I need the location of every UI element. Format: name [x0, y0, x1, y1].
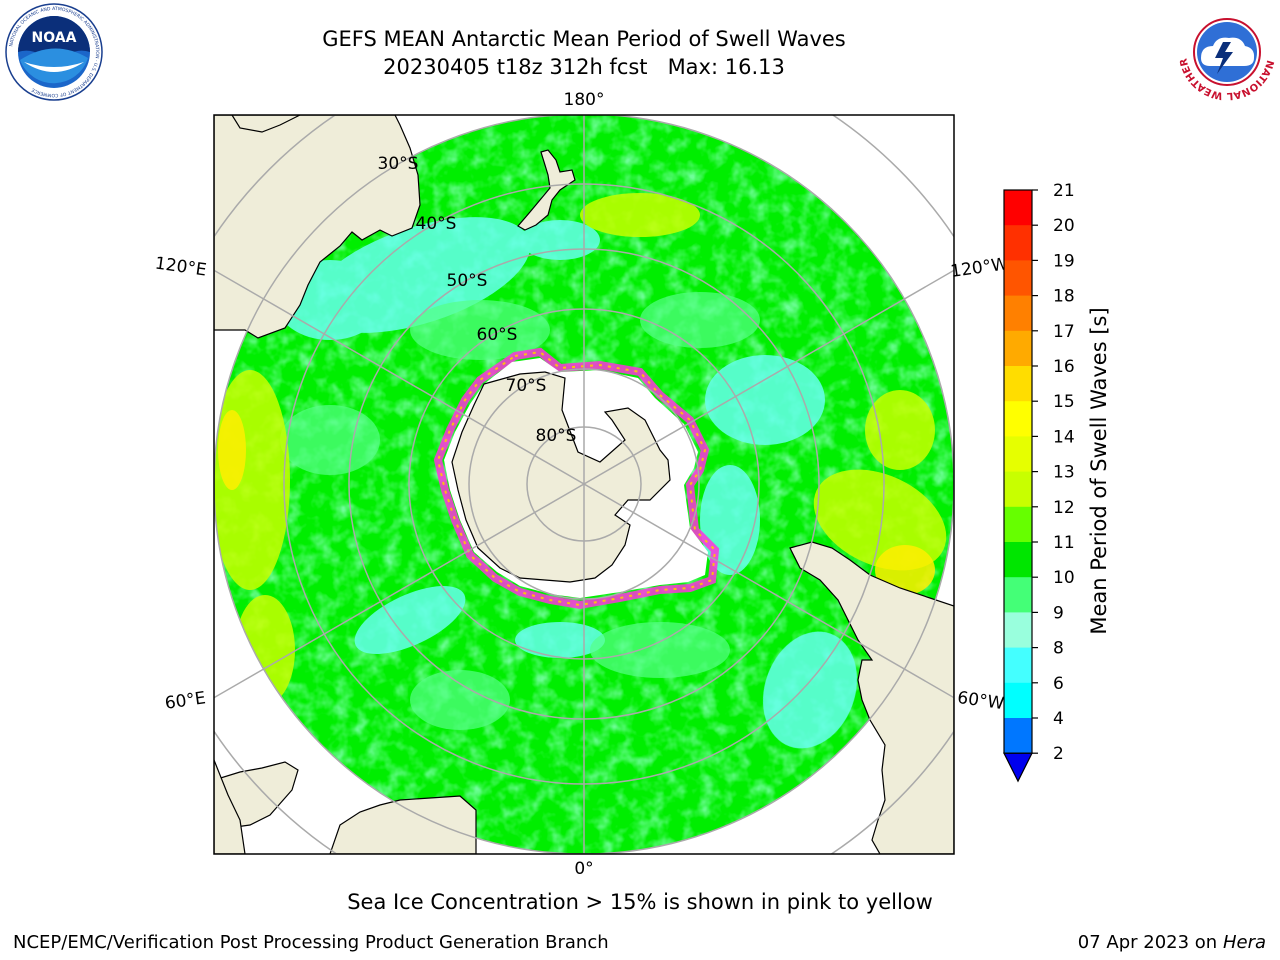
- new-zealand: [517, 149, 576, 231]
- colorbar-segment: [1004, 295, 1032, 332]
- colorbar-segment: [1004, 190, 1032, 226]
- colorbar-tick-label: 4: [1053, 709, 1064, 729]
- lon-label-60w: 60°W: [956, 688, 1005, 714]
- colorbar-segment: [1004, 577, 1032, 613]
- land-masses: [214, 115, 954, 854]
- lat-label-50s: 50°S: [447, 271, 488, 291]
- colorbar-segment: [1004, 471, 1032, 508]
- colorbar-segment: [1004, 612, 1032, 649]
- sea-ice-caption: Sea Ice Concentration > 15% is shown in …: [347, 890, 933, 914]
- colorbar-segment: [1004, 366, 1032, 402]
- lat-label-60s: 60°S: [477, 325, 518, 345]
- lat-label-80s: 80°S: [536, 426, 577, 446]
- noaa-logo: NOAA NATIONAL OCEANIC AND ATMOSPHERIC AD…: [5, 3, 103, 101]
- lat-label-40s: 40°S: [416, 214, 457, 234]
- colorbar-segment: [1004, 436, 1032, 473]
- lon-label-60e: 60°E: [164, 688, 207, 713]
- south-america-upper: [790, 115, 954, 252]
- colorbar-tick-label: 6: [1053, 674, 1064, 694]
- colorbar-segment: [1004, 682, 1032, 719]
- graticule: [214, 115, 954, 854]
- footer-branch: NCEP/EMC/Verification Post Processing Pr…: [13, 932, 609, 953]
- footer-machine: Hera: [1222, 932, 1266, 953]
- footer-date: 07 Apr 2023 on Hera: [1077, 932, 1266, 953]
- colorbar-tick-label: 14: [1053, 427, 1075, 447]
- colorbar-label: Mean Period of Swell Waves [s]: [1087, 307, 1111, 634]
- map-area: [214, 115, 954, 854]
- colorbar-tick-label: 10: [1053, 568, 1075, 588]
- lat-label-30s: 30°S: [378, 154, 419, 174]
- colorbar-tick-label: 17: [1053, 322, 1075, 342]
- lat-label-70s: 70°S: [506, 376, 547, 396]
- south-africa-edge: [214, 759, 246, 854]
- colorbar-tick-label: 18: [1053, 287, 1075, 307]
- colorbar-tick-label: 13: [1053, 463, 1075, 483]
- colorbar-tick-label: 19: [1053, 251, 1075, 271]
- colorbar-tick-label: 2: [1053, 744, 1064, 764]
- colorbar-tick-label: 8: [1053, 639, 1064, 659]
- new-guinea: [231, 115, 301, 133]
- colorbar-segment: [1004, 542, 1032, 578]
- colorbar-tick-label: 12: [1053, 498, 1075, 518]
- map-frame: [213, 114, 955, 855]
- colorbar-tick-label: 15: [1053, 392, 1075, 412]
- colorbar-segment: [1004, 225, 1032, 261]
- lon-label-120e: 120°E: [154, 254, 208, 281]
- lon-label-120w: 120°W: [949, 254, 1009, 282]
- lon-label-0: 0°: [574, 859, 593, 879]
- colorbar-segment: [1004, 330, 1032, 367]
- colorbar-tick-label: 20: [1053, 216, 1075, 236]
- noaa-logo-text: NOAA: [32, 30, 77, 46]
- australia: [214, 115, 421, 339]
- colorbar-segment: [1004, 506, 1032, 543]
- colorbar-tick-label: 16: [1053, 357, 1075, 377]
- colorbar-segment: [1004, 718, 1032, 754]
- colorbar-extend-arrow: [1003, 752, 1033, 783]
- colorbar-segment: [1004, 401, 1032, 437]
- colorbar: 21 20 19 18 17 16 15 14 13 12 11 10 9 8 6 4 2: [1003, 181, 1075, 783]
- map-subtitle: 20230405 t18z 312h fcst Max: 16.13: [383, 55, 785, 79]
- south-america: [329, 795, 477, 854]
- colorbar-tick-label: 21: [1053, 181, 1075, 201]
- colorbar-tick-label: 9: [1053, 603, 1064, 623]
- nws-logo: NATIONAL WEATHER SERVICE: [1177, 2, 1275, 101]
- colorbar-segment: [1004, 260, 1032, 297]
- lon-label-180: 180°: [564, 90, 605, 110]
- colorbar-segment: [1004, 647, 1032, 684]
- map-title: GEFS MEAN Antarctic Mean Period of Swell…: [322, 27, 846, 51]
- colorbar-tick-label: 11: [1053, 533, 1075, 553]
